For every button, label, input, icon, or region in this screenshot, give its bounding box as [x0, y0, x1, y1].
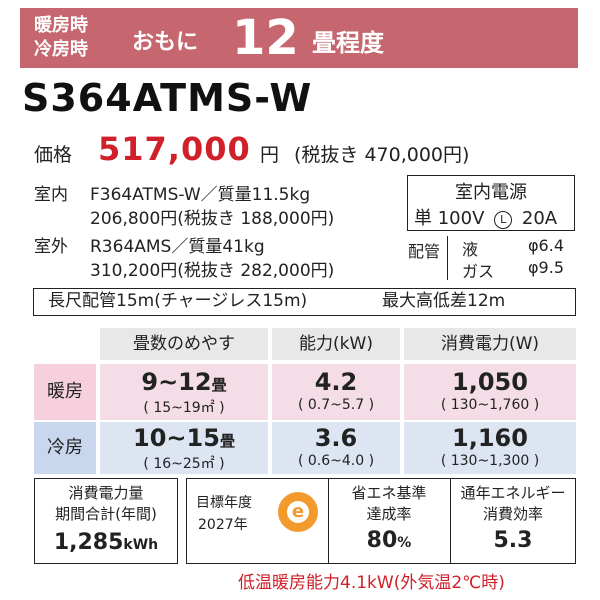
low-temp-heating-note: 低温暖房能力4.1kW(外気温2℃時)	[238, 573, 505, 593]
banner-mode-cooling: 冷房時	[34, 39, 88, 60]
standard-title-2: 達成率	[366, 505, 412, 523]
target-year-value: 2027年	[198, 517, 248, 533]
table-header-area: 畳数のめやす	[100, 328, 268, 360]
outdoor-label: 室外	[34, 237, 68, 257]
row-label-heating: 暖房	[34, 364, 96, 420]
target-year-label: 目標年度	[196, 495, 252, 511]
heating-power-range: ( 130~1,760 )	[440, 397, 540, 413]
energy-saving-logo-letter: e	[287, 501, 309, 523]
banner-room-size: 12	[232, 10, 299, 66]
annual-consumption-box: 消費電力量 期間合計(年間) 1,285kWh	[34, 478, 178, 564]
cooling-power-range: ( 130~1,300 )	[440, 453, 540, 469]
banner-size-unit: 畳程度	[312, 29, 384, 57]
annual-title-2: 期間合計(年間)	[55, 505, 157, 523]
table-row-heating-area: 9~12畳 ( 15~19㎡ )	[100, 364, 268, 420]
long-piping-box: 長尺配管15m(チャージレス15m) 最大高低差12m	[33, 288, 576, 316]
indoor-spec: F364ATMS-W／質量11.5kg	[90, 185, 311, 205]
energy-saving-logo-icon: e	[278, 492, 318, 532]
heating-area-range: ( 15~19㎡ )	[143, 400, 225, 416]
max-height-diff-text: 最大高低差12m	[382, 291, 506, 311]
cooling-area-value: 10~15	[133, 424, 220, 452]
heating-capacity-value: 4.2	[314, 368, 358, 396]
indoor-price: 206,800円(税抜き 188,000円)	[90, 209, 335, 229]
apf-title-2: 消費効率	[482, 505, 543, 523]
annual-title-1: 消費電力量	[68, 484, 144, 502]
plug-icon-letter: L	[500, 213, 507, 226]
piping-liquid-label: 液	[462, 240, 479, 259]
annual-value: 1,285	[53, 530, 124, 555]
cooling-area-unit: 畳	[219, 432, 235, 450]
table-header-power: 消費電力(W)	[404, 328, 576, 360]
annual-unit: kWh	[123, 537, 159, 553]
price-yen: 円	[260, 144, 280, 166]
annual-value-row: 1,285kWh	[35, 529, 177, 559]
heating-power-value: 1,050	[452, 368, 528, 396]
banner-approx: おもに	[132, 30, 199, 55]
capacity-banner: 暖房時 冷房時 おもに 12 畳程度	[20, 8, 578, 68]
power-supply-title: 室内電源	[455, 182, 527, 203]
efficiency-box	[186, 478, 576, 564]
table-row-cooling-area: 10~15畳 ( 16~25㎡ )	[100, 422, 268, 474]
table-header-capacity: 能力(kW)	[272, 328, 400, 360]
indoor-label: 室内	[34, 185, 68, 205]
model-number: S364ATMS-W	[22, 76, 313, 120]
plug-icon: L	[494, 211, 513, 229]
long-piping-text: 長尺配管15m(チャージレス15m)	[48, 291, 308, 311]
piping-gas-label: ガス	[462, 262, 495, 281]
standard-unit: %	[397, 535, 412, 551]
apf-value: 5.3	[493, 528, 533, 553]
table-row-heating-power: 1,050 ( 130~1,760 )	[404, 364, 576, 420]
piping-liquid-value: φ6.4	[528, 236, 564, 255]
table-row-cooling-power: 1,160 ( 130~1,300 )	[404, 422, 576, 474]
piping-label: 配管	[408, 242, 441, 261]
piping-gas-value: φ9.5	[528, 258, 564, 277]
power-supply-spec-row: 単 100V L 20A	[414, 204, 557, 230]
cooling-area-range: ( 16~25㎡ )	[143, 456, 225, 472]
standard-value: 80	[366, 528, 398, 553]
heating-capacity-range: ( 0.7~5.7 )	[297, 397, 375, 413]
row-label-cooling: 冷房	[34, 422, 96, 474]
standard-title-1: 省エネ基準	[351, 484, 427, 502]
efficiency-divider-2	[450, 479, 451, 563]
efficiency-divider-1	[328, 479, 329, 563]
cooling-power-value: 1,160	[452, 424, 528, 452]
cooling-capacity-range: ( 0.6~4.0 )	[297, 453, 375, 469]
price-excl-tax: (税抜き 470,000円)	[294, 144, 470, 166]
outdoor-spec: R364AMS／質量41kg	[90, 237, 265, 257]
piping-divider	[447, 236, 448, 280]
power-supply-spec: 単 100V	[414, 208, 485, 229]
heating-area-value: 9~12	[141, 368, 212, 396]
table-row-heating-capacity: 4.2 ( 0.7~5.7 )	[272, 364, 400, 420]
price-label: 価格	[34, 144, 73, 166]
standard-value-row: 80%	[328, 528, 450, 553]
apf-title-1: 通年エネルギー	[460, 484, 566, 502]
table-row-cooling-capacity: 3.6 ( 0.6~4.0 )	[272, 422, 400, 474]
heating-area-unit: 畳	[211, 376, 227, 394]
outdoor-price: 310,200円(税抜き 282,000円)	[90, 261, 335, 281]
power-supply-box: 室内電源 単 100V L 20A	[407, 175, 575, 231]
price-value: 517,000	[98, 130, 251, 168]
power-supply-amp: 20A	[521, 208, 558, 229]
cooling-capacity-value: 3.6	[314, 424, 358, 452]
banner-mode-heating: 暖房時	[34, 15, 88, 36]
